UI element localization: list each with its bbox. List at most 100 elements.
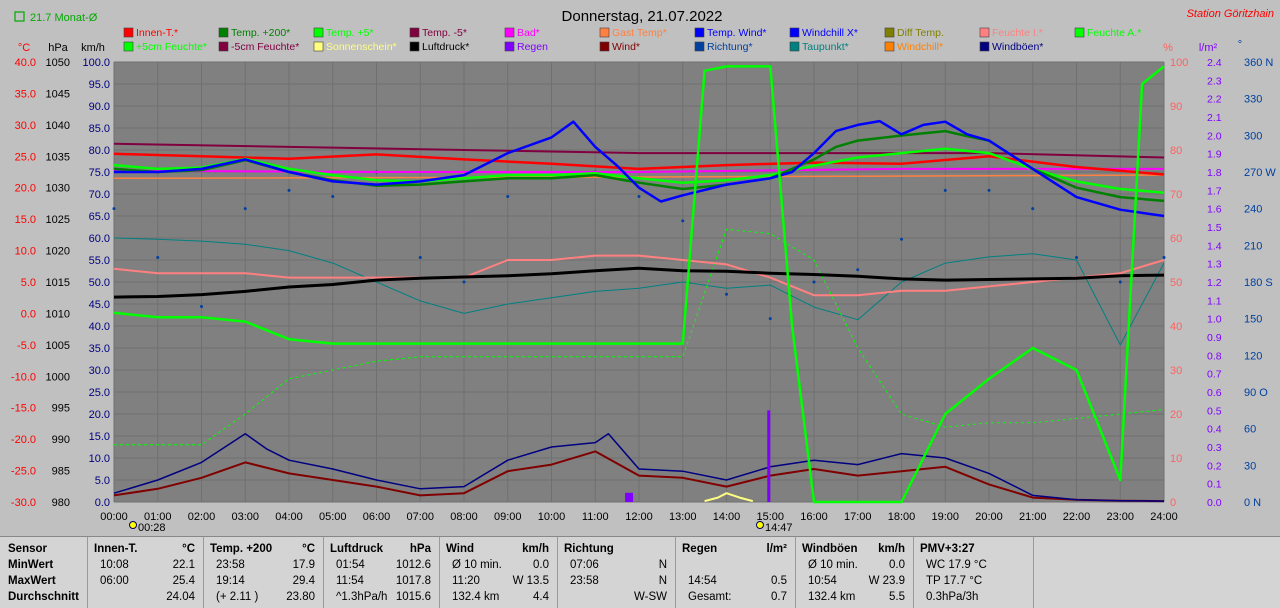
stats-cell-value: W-SW [633,591,667,603]
stats-column: PMV+3:27 WC 17.9 °C TP 17.7 °C 0.3hPa/3h [914,537,1034,608]
series-line-gast-temp [113,174,1165,180]
legend-swatch [599,41,610,52]
legend-swatch [694,41,705,52]
direction-point [900,237,903,241]
stats-cell-value: 23.80 [286,591,315,603]
rain-tick-label: 1.4 [1207,240,1222,252]
legend-label: Temp. +5* [326,27,374,39]
legend-swatch [979,27,990,38]
row-label-column: Sensor MinWert MaxWert Durchschnitt [0,537,88,608]
rain-tick-label: 1.2 [1207,277,1222,289]
legend-swatch [884,27,895,38]
series-line-windb-en [113,433,1165,502]
kmh-tick-label: 40.0 [89,321,110,333]
temp-tick-label: -30.0 [11,497,36,509]
kmh-tick-label: 15.0 [89,431,110,443]
stats-cell-label: TP 17.7 °C [926,575,983,587]
kmh-tick-label: 30.0 [89,365,110,377]
direction-point [331,194,335,198]
stats-cell-label: 11:20 [452,575,480,587]
time-tick-label: 24:00 [1150,511,1178,523]
weather-chart: 40.0 35.0 30.0 25.0 20.0 15.0 10.0 5.0 0.0 -5.0 -1… [10,8,1277,534]
dir-tick-label: 120 [1244,350,1262,362]
legend-swatch [313,41,324,52]
stats-cell-value: 0.5 [771,575,787,587]
time-tick-label: 07:00 [406,511,434,523]
legend-label: Wind* [612,41,640,53]
dir-tick-label: 150 [1244,314,1262,326]
hpa-tick-label: 1010 [46,308,70,320]
direction-point [1162,256,1166,260]
direction-point [725,292,728,296]
pct-tick-label: 50 [1170,277,1182,289]
hpa-tick-label: 1005 [46,340,70,352]
stats-column: Innen-T. °C 10:08 22.1 06:00 25.4 24.04 [88,537,204,608]
temp-tick-label: -20.0 [11,434,36,446]
direction-point [418,256,422,260]
series-line-innen-t [113,152,1165,176]
rain-tick-label: 0.7 [1207,369,1222,381]
series-line-sonnenschein [704,492,754,503]
legend-label: Gast Temp* [612,27,667,39]
hpa-tick-label: 1045 [46,88,70,100]
legend-swatch [1074,27,1085,38]
axes-layer: 40.0 35.0 30.0 25.0 20.0 15.0 10.0 5.0 0.0 -5.0 -1… [11,57,1276,523]
legend-label: Windchill X* [802,27,858,39]
rain-tick-label: 2.2 [1207,94,1222,106]
rain-tick-label: 0.0 [1207,497,1222,509]
time-tick-label: 12:00 [625,511,653,523]
hpa-axis-label: hPa [48,42,68,54]
rain-axis-label: l/m² [1199,42,1218,54]
kmh-tick-label: 50.0 [89,277,110,289]
kmh-tick-label: 45.0 [89,299,110,311]
kmh-tick-label: 25.0 [89,387,110,399]
dir-tick-label: 180 S [1244,277,1273,289]
hpa-tick-label: 1030 [46,183,70,195]
kmh-tick-label: 95.0 [89,79,110,91]
stats-col-head: PMV+3:27 [920,543,975,555]
stats-cell-label: 19:14 [216,575,245,587]
dir-tick-label: 90 O [1244,387,1268,399]
legend: Innen-T.* Temp. +200* Temp. +5* Temp. -5* Ba… [123,27,1141,53]
series-line-temp-5 [113,147,1165,194]
legend-label: Bad* [517,27,540,39]
rain-tick-label: 1.1 [1207,295,1222,307]
stats-table: Sensor MinWert MaxWert Durchschnitt Inne… [0,536,1280,608]
pct-tick-label: 0 [1170,497,1176,509]
stats-cell-value: 0.0 [889,559,905,571]
time-tick-label: 02:00 [188,511,216,523]
time-tick-label: 01:00 [144,511,172,523]
stats-column: Windböen km/h Ø 10 min. 0.0 10:54 W 23.9 132.4… [796,537,914,608]
stats-col-head: Luftdruck [330,543,384,555]
legend-label: Windböen* [992,41,1043,53]
legend-swatch [218,41,229,52]
pct-tick-label: 30 [1170,365,1182,377]
time-tick-label: 09:00 [494,511,522,523]
dir-tick-label: 300 [1244,130,1262,142]
temp-tick-label: -5.0 [17,340,36,352]
stats-cell-label: 0.3hPa/3h [926,591,979,603]
series-line-temp-wind [114,119,1165,218]
stats-col-head: Windböen [802,543,858,555]
stats-column: Luftdruck hPa 01:54 1012.6 11:54 1017.8 ^1.3hP… [324,537,440,608]
rain-tick-label: 1.9 [1207,149,1222,161]
stats-cell-value: 1015.6 [395,591,431,603]
rain-tick-label: 0.6 [1207,387,1222,399]
kmh-tick-label: 55.0 [89,255,110,267]
stats-cell-label: ^1.3hPa/h [336,591,388,603]
stats-cell-label: 01:54 [336,559,365,571]
stats-cell-value: 24.04 [166,591,195,603]
pct-tick-label: 100 [1170,57,1188,69]
stats-cell-label: 06:00 [100,575,129,587]
hpa-tick-label: 1000 [46,371,70,383]
rain-tick-label: 0.8 [1207,350,1222,362]
kmh-axis-label: km/h [81,42,105,54]
time-tick-label: 17:00 [844,511,872,523]
pct-tick-label: 90 [1170,101,1182,113]
stats-cell-value: 4.4 [533,591,549,603]
legend-swatch [599,27,610,38]
station-name: Station Göritzhain [1187,8,1274,20]
legend-swatch [504,41,515,52]
stats-cell-value: 22.1 [172,559,195,571]
row-label-sensor: Sensor [8,543,47,555]
